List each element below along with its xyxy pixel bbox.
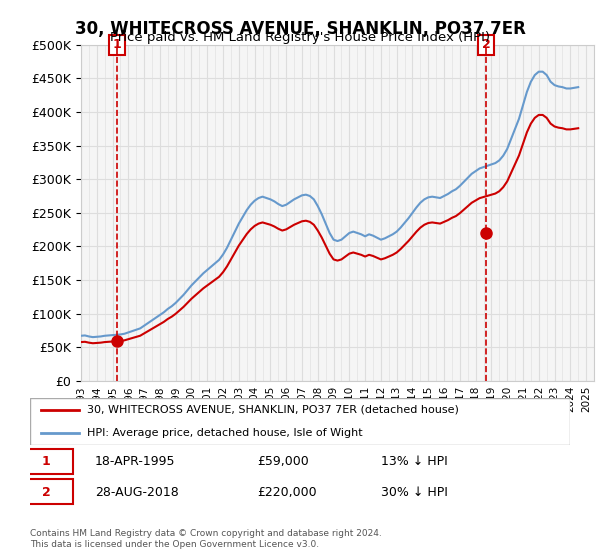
Text: £220,000: £220,000 bbox=[257, 486, 316, 499]
Text: 1: 1 bbox=[113, 38, 122, 52]
Text: Contains HM Land Registry data © Crown copyright and database right 2024.
This d: Contains HM Land Registry data © Crown c… bbox=[30, 529, 382, 549]
Text: 13% ↓ HPI: 13% ↓ HPI bbox=[381, 455, 448, 469]
Text: 2: 2 bbox=[42, 486, 50, 499]
Text: 30% ↓ HPI: 30% ↓ HPI bbox=[381, 486, 448, 499]
Text: £59,000: £59,000 bbox=[257, 455, 308, 469]
Text: 30, WHITECROSS AVENUE, SHANKLIN, PO37 7ER (detached house): 30, WHITECROSS AVENUE, SHANKLIN, PO37 7E… bbox=[86, 404, 458, 414]
FancyBboxPatch shape bbox=[30, 398, 570, 445]
FancyBboxPatch shape bbox=[19, 479, 73, 505]
Text: 18-APR-1995: 18-APR-1995 bbox=[95, 455, 175, 469]
Text: Price paid vs. HM Land Registry's House Price Index (HPI): Price paid vs. HM Land Registry's House … bbox=[110, 31, 490, 44]
Text: 1: 1 bbox=[42, 455, 50, 469]
Text: 2: 2 bbox=[482, 38, 490, 52]
Text: 30, WHITECROSS AVENUE, SHANKLIN, PO37 7ER: 30, WHITECROSS AVENUE, SHANKLIN, PO37 7E… bbox=[74, 20, 526, 38]
Text: 28-AUG-2018: 28-AUG-2018 bbox=[95, 486, 179, 499]
FancyBboxPatch shape bbox=[19, 449, 73, 474]
Text: HPI: Average price, detached house, Isle of Wight: HPI: Average price, detached house, Isle… bbox=[86, 428, 362, 438]
